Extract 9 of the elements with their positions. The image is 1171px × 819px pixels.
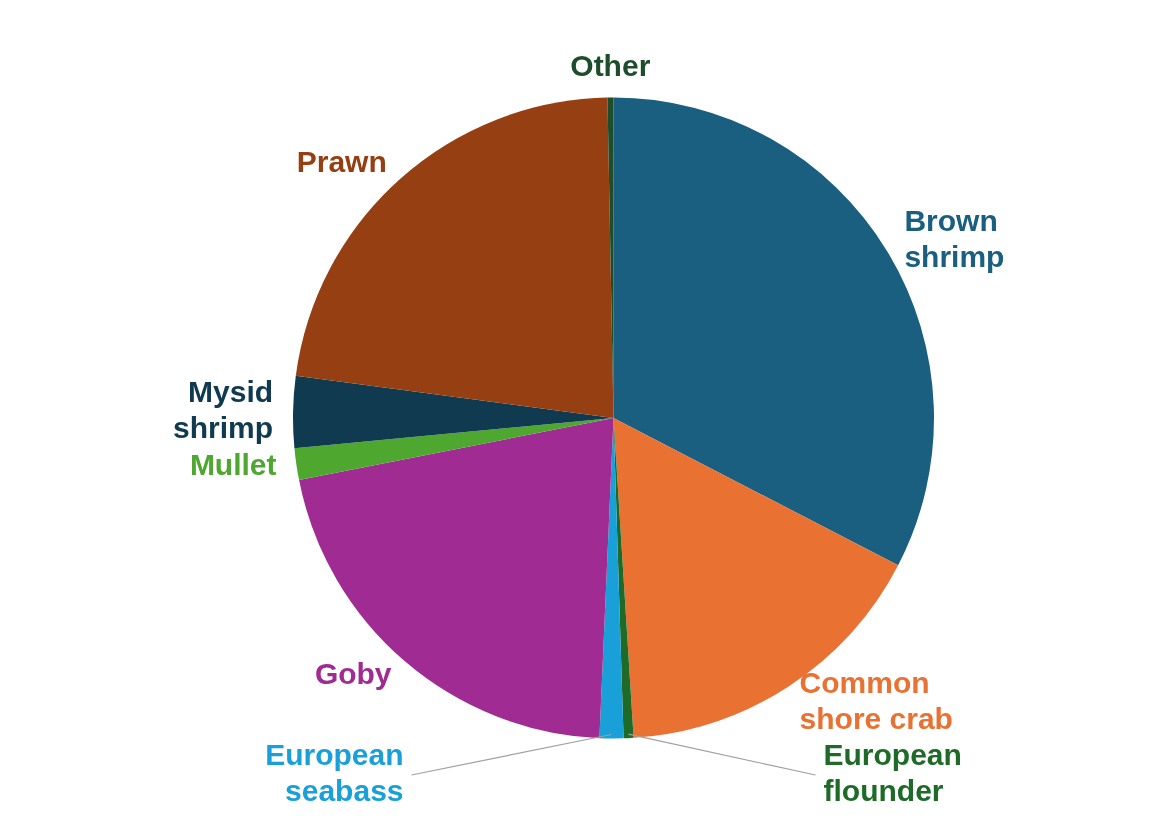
slice-label: Goby [314, 657, 392, 691]
slice-label: Mysid shrimp [173, 374, 274, 444]
slice-label: Prawn [296, 145, 387, 179]
slice-label: European flounder [823, 738, 962, 808]
slice-label: Brown shrimp [904, 204, 1005, 274]
slice-label: Other [570, 48, 651, 82]
slice-label: Common shore crab [799, 666, 953, 736]
slice-label: Mullet [189, 448, 277, 482]
slice-label: European seabass [265, 738, 404, 808]
